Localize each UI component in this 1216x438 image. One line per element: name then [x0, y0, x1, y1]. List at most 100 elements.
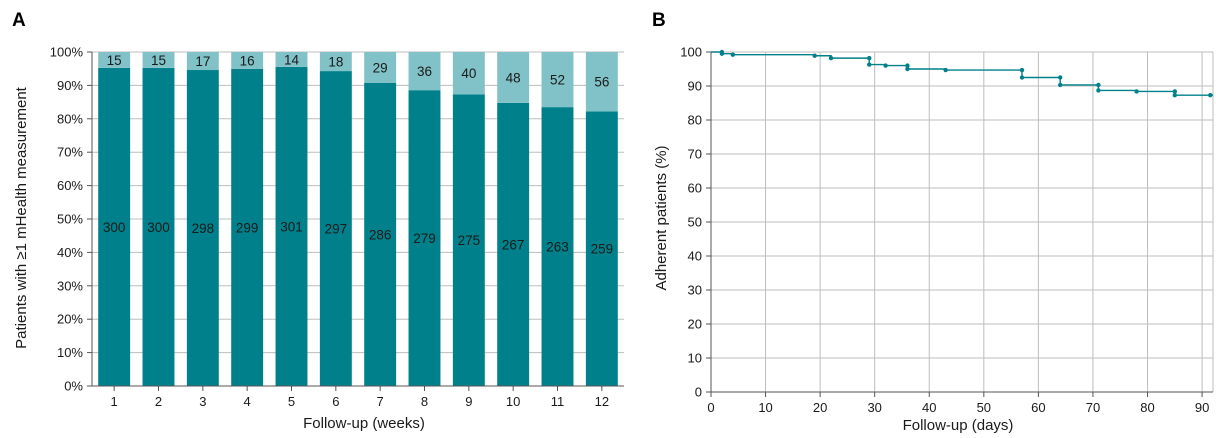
bar-segment-missing — [364, 52, 397, 83]
y-tick-label: 20% — [57, 312, 83, 327]
bar-segment-measured — [275, 66, 308, 386]
chart-b-survival-curve — [711, 51, 1213, 96]
data-label-missing: 40 — [461, 66, 476, 81]
censor-marker — [1096, 88, 1101, 93]
chart-a-x-axis-label: Follow-up (weeks) — [303, 415, 425, 432]
censor-marker — [1058, 82, 1063, 88]
censor-marker — [883, 63, 888, 68]
data-label-missing: 56 — [594, 75, 609, 90]
x-tick-label: 9 — [465, 394, 472, 409]
y-tick-label: 90 — [688, 79, 702, 94]
y-tick-label: 80% — [57, 111, 83, 126]
chart-b-gridlines — [710, 51, 1214, 393]
chart-b-y-ticks: 0 10 20 30 40 50 60 70 80 90 100 — [680, 45, 702, 400]
x-tick-label: 70 — [1086, 400, 1100, 415]
y-tick-label: 40 — [688, 249, 702, 264]
y-tick-label: 50 — [688, 215, 702, 230]
y-tick-label: 100 — [680, 45, 702, 60]
x-tick-label: 30 — [867, 400, 881, 415]
censor-marker — [719, 51, 725, 56]
chart-panel-b: B 0 10 20 30 40 50 60 70 80 90 100 0 10 20 30 40 50 60 70… — [652, 10, 1214, 434]
bar-segment-measured — [364, 82, 397, 386]
x-tick-label: 0 — [707, 400, 714, 415]
bar-segment-measured — [142, 67, 175, 387]
data-label-measured: 297 — [325, 222, 348, 237]
bar-segment-missing — [142, 52, 175, 68]
chart-a-axes — [87, 51, 624, 391]
chart-b-axes — [706, 51, 1213, 397]
data-label-measured: 301 — [280, 219, 303, 234]
data-label-missing: 16 — [240, 53, 255, 68]
survival-step-line — [711, 51, 1213, 96]
data-label-missing: 15 — [107, 53, 122, 68]
data-label-missing: 29 — [373, 60, 388, 75]
bar-segment-measured — [452, 94, 485, 387]
censor-marker — [905, 66, 910, 72]
chart-b-x-axis-label: Follow-up (days) — [903, 417, 1014, 434]
data-label-measured: 298 — [192, 221, 215, 236]
bar-segment-missing — [231, 52, 264, 69]
data-label-missing: 14 — [284, 52, 300, 67]
y-tick-label: 70 — [688, 147, 702, 162]
censor-marker — [867, 62, 872, 67]
y-tick-label: 70% — [57, 145, 83, 160]
data-label-measured: 279 — [413, 231, 436, 246]
censor-marker — [1134, 89, 1139, 94]
censor-marker — [1172, 92, 1178, 98]
bar-segment-measured — [497, 102, 530, 387]
censor-marker — [1019, 75, 1025, 80]
x-tick-label: 80 — [1140, 400, 1154, 415]
censor-marker — [943, 67, 948, 73]
y-tick-label: 50% — [57, 212, 83, 227]
censor-marker — [905, 63, 910, 68]
x-tick-label: 4 — [244, 394, 251, 409]
x-tick-label: 40 — [922, 400, 936, 415]
x-tick-label: 6 — [332, 394, 339, 409]
censor-marker — [1172, 89, 1178, 94]
bar-segment-measured — [231, 68, 264, 386]
bar-segment-measured — [585, 111, 618, 386]
chart-b-markers — [719, 49, 1213, 98]
bar-segment-missing — [98, 52, 131, 68]
chart-a-y-ticks: 0% 10% 20% 30% 40% 50% 60% 70% 80% 90% 100% — [50, 45, 84, 394]
censor-marker — [1208, 92, 1213, 98]
chart-a-x-ticks: 1 2 3 4 5 6 7 8 9 10 11 12 — [111, 394, 610, 409]
x-tick-label: 1 — [111, 394, 118, 409]
x-tick-label: 10 — [506, 394, 520, 409]
bar-segment-missing — [585, 52, 618, 112]
censor-marker — [1096, 82, 1101, 88]
data-label-measured: 300 — [147, 220, 170, 235]
x-tick-label: 2 — [155, 394, 162, 409]
chart-panel-a: A 30015300152981729916301142971828629279… — [12, 10, 624, 432]
data-label-missing: 17 — [195, 54, 210, 69]
y-tick-label: 30% — [57, 278, 83, 293]
data-label-missing: 36 — [417, 64, 432, 79]
y-tick-label: 60 — [688, 181, 702, 196]
y-tick-label: 0% — [64, 379, 83, 394]
data-label-measured: 300 — [103, 220, 126, 235]
data-label-measured: 263 — [546, 240, 569, 255]
chart-b-y-axis-label: Adherent patients (%) — [653, 145, 670, 290]
x-tick-label: 11 — [551, 394, 565, 409]
censor-marker — [1058, 75, 1063, 80]
y-tick-label: 90% — [57, 78, 83, 93]
bar-segment-missing — [319, 52, 352, 72]
y-tick-label: 100% — [50, 45, 84, 60]
data-label-measured: 259 — [591, 242, 614, 257]
censor-marker — [1019, 67, 1025, 73]
y-tick-label: 80 — [688, 113, 702, 128]
y-tick-label: 10% — [57, 345, 83, 360]
x-tick-label: 60 — [1031, 400, 1045, 415]
panel-letter-a: A — [12, 10, 26, 31]
bar-segment-measured — [541, 107, 574, 386]
x-tick-label: 50 — [977, 400, 991, 415]
data-label-missing: 52 — [550, 73, 565, 88]
y-tick-label: 0 — [695, 385, 702, 400]
x-tick-label: 8 — [421, 394, 428, 409]
x-tick-label: 90 — [1195, 400, 1209, 415]
chart-a-bars: 300 15 300 15 298 17 299 16 301 14 297 18 286 29 279 36… — [98, 52, 618, 387]
bar-segment-missing — [275, 52, 308, 67]
censor-marker — [828, 55, 834, 61]
bar-segment-missing — [497, 52, 530, 103]
